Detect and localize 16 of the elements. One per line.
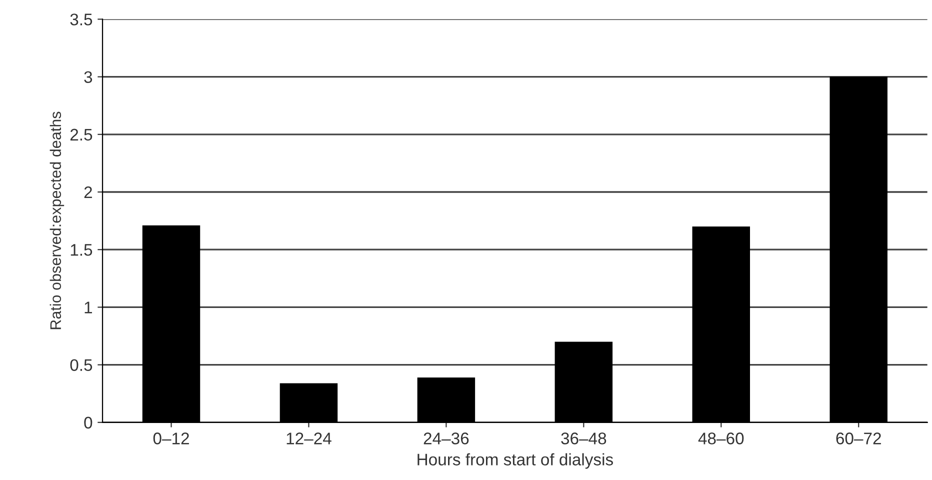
- y-tick-label: 0: [84, 416, 92, 429]
- x-tick-label: 60–72: [836, 432, 881, 444]
- y-tick-label: 2.5: [70, 128, 92, 141]
- y-tick-label: 2: [84, 186, 92, 198]
- x-tick-label: 12–24: [286, 432, 332, 444]
- y-tick-label: 3: [84, 71, 92, 84]
- x-axis-title: Hours from start of dialysis: [418, 453, 613, 469]
- x-tick-label: 48–60: [698, 432, 744, 444]
- y-tick-label: 0.5: [70, 359, 92, 372]
- y-tick-label: 1: [84, 302, 92, 314]
- x-tick-label: 24–36: [424, 432, 469, 444]
- y-tick-label: 1.5: [70, 244, 92, 256]
- x-tick-label: 36–48: [561, 432, 606, 444]
- x-tick-label: 0–12: [153, 432, 189, 444]
- y-tick-label: 3.5: [70, 14, 92, 26]
- y-axis-title: Ratio observed:expected deaths: [50, 112, 64, 330]
